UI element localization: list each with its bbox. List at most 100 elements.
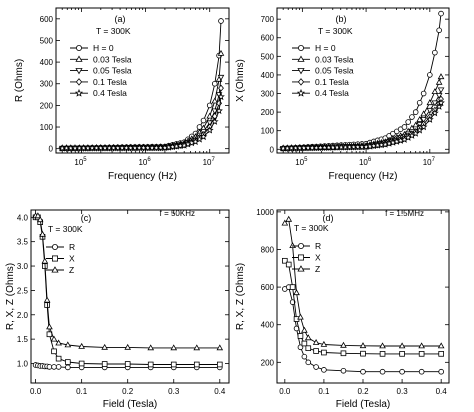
legend-item: H = 0	[70, 43, 114, 53]
y-tick-label: 500	[40, 36, 54, 45]
x-tick-label: 105	[295, 157, 308, 167]
series-r	[282, 284, 444, 375]
legend-marker	[297, 45, 304, 52]
data-point	[427, 72, 433, 78]
y-tick-label: 400	[261, 71, 275, 80]
legend-label: 0.03 Tesla	[315, 54, 354, 64]
data-point	[405, 119, 411, 125]
legend-item: 0.05 Tesla	[70, 66, 132, 76]
data-point	[217, 74, 225, 81]
data-point	[313, 364, 319, 370]
data-point	[313, 348, 319, 354]
data-point	[418, 351, 425, 357]
data-point	[379, 342, 386, 349]
data-point	[419, 122, 428, 131]
y-tick-label: 200	[40, 101, 54, 110]
data-point	[297, 333, 304, 339]
data-point	[438, 368, 444, 375]
data-point	[101, 361, 108, 367]
x-tick-label: 0.1	[76, 387, 88, 396]
series-z	[32, 212, 224, 351]
legend-label: X	[315, 253, 321, 263]
legend-marker	[75, 78, 83, 86]
y-tick-label: 0	[49, 145, 54, 154]
data-point	[420, 117, 427, 124]
legend-marker	[297, 242, 304, 249]
data-point	[379, 368, 386, 375]
series-x	[282, 257, 444, 357]
y-tick-label: 3.5	[17, 238, 29, 247]
data-point	[65, 359, 71, 365]
legend-label: 0.4 Tesla	[93, 88, 127, 98]
data-point	[435, 78, 443, 85]
x-tick-label: 105	[74, 157, 87, 167]
legend-label: Z	[315, 264, 320, 274]
data-point	[426, 107, 434, 114]
data-point	[55, 339, 62, 346]
series-r	[32, 362, 223, 371]
data-point	[170, 361, 177, 368]
legend-item: 0.05 Tesla	[292, 66, 354, 76]
panel-label: (a)	[115, 14, 126, 24]
legend-label: X	[69, 254, 75, 264]
data-point	[206, 102, 213, 109]
data-point	[206, 120, 213, 127]
data-point	[401, 124, 408, 130]
data-point	[200, 117, 207, 124]
data-point	[78, 360, 85, 367]
x-tick-label: 0.3	[397, 387, 409, 396]
temperature-label: T = 300K	[48, 224, 83, 234]
x-axis-label: Frequency (Hz)	[108, 171, 177, 182]
x-tick-base: 10	[74, 158, 83, 167]
data-point	[416, 100, 423, 106]
y-axis-label: R, X, Z (Ohms)	[235, 263, 246, 330]
data-point	[301, 340, 308, 347]
legend-label: 0.05 Tesla	[315, 66, 354, 76]
series-line	[283, 98, 442, 149]
legend-marker	[297, 254, 304, 261]
x-tick-exponent: 6	[147, 157, 151, 163]
data-point	[425, 115, 434, 123]
series-line	[35, 215, 220, 349]
data-point	[398, 342, 406, 349]
series-0-03-tesla	[279, 73, 445, 151]
data-point	[301, 326, 308, 333]
legend-item: R	[292, 241, 321, 251]
data-point	[218, 84, 224, 92]
data-point	[101, 343, 108, 350]
x-tick-exponent: 7	[211, 157, 215, 163]
data-point	[199, 132, 208, 141]
data-point	[41, 257, 49, 264]
legend-marker	[52, 255, 59, 262]
legend-label: R	[69, 242, 75, 252]
data-point	[432, 49, 438, 56]
y-tick-label: 600	[261, 283, 275, 292]
y-tick-label: 2.0	[17, 311, 29, 320]
data-point	[281, 219, 289, 226]
data-point	[147, 361, 154, 368]
data-point	[430, 108, 439, 117]
legend-label: 0.03 Tesla	[93, 54, 132, 64]
data-point	[321, 367, 327, 373]
legend-marker	[76, 45, 83, 52]
panel-label: (d)	[323, 213, 334, 223]
series-line	[284, 218, 442, 347]
data-point	[435, 93, 443, 99]
y-axis-label: R, X, Z (Ohms)	[5, 263, 16, 330]
data-point	[51, 364, 57, 370]
series-line	[283, 89, 442, 149]
x-tick-exponent: 5	[83, 157, 87, 163]
legend-marker	[297, 265, 305, 272]
data-point	[124, 361, 131, 367]
x-tick-label: 0.3	[168, 387, 180, 396]
legend-marker	[297, 68, 305, 75]
data-point	[437, 87, 445, 94]
x-tick-label: 106	[138, 157, 151, 167]
legend-item: 0.4 Tesla	[70, 88, 127, 98]
data-point	[218, 18, 224, 24]
data-point	[412, 109, 419, 115]
y-tick-label: 100	[40, 123, 54, 132]
data-point	[55, 355, 62, 362]
